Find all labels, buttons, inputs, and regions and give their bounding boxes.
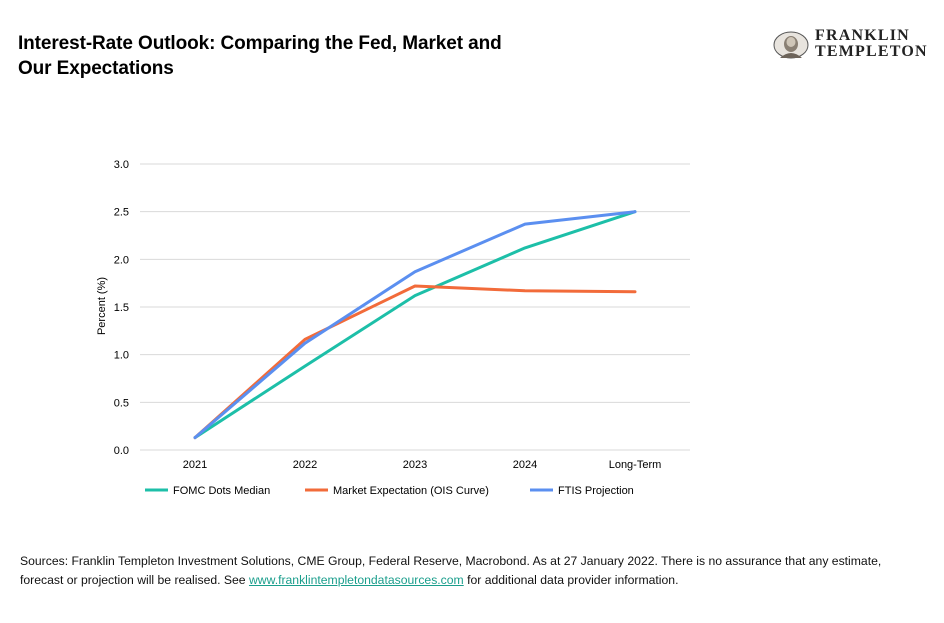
y-tick-label: 0.0 (114, 445, 129, 457)
data-sources-link[interactable]: www.franklintempletondatasources.com (248, 573, 464, 587)
title-line-1: Interest-Rate Outlook: Comparing the Fed… (18, 33, 502, 54)
x-tick-label: 2024 (513, 459, 537, 471)
logo-wordmark: FRANKLIN TEMPLETON (815, 28, 928, 60)
logo-line-2: TEMPLETON (815, 43, 928, 60)
y-tick-label: 0.5 (114, 397, 129, 409)
line-chart: 0.0 0.5 1.0 1.5 2.0 2.5 3.0 2021 2022 2023 2024 Lo… (96, 159, 690, 497)
series-line-1 (193, 210, 637, 440)
legend-label: FTIS Projection (558, 485, 634, 497)
gridlines (140, 163, 690, 451)
y-tick-label: 2.5 (114, 207, 129, 219)
y-tick-label: 1.0 (114, 350, 129, 362)
y-tick-label: 3.0 (114, 159, 129, 171)
franklin-templeton-logo: FRANKLIN TEMPLETON (772, 28, 932, 64)
legend-label: FOMC Dots Median (173, 485, 270, 497)
y-tick-label: 1.5 (114, 302, 129, 314)
y-axis-label: Percent (%) (96, 277, 108, 335)
y-tick-label: 2.0 (114, 254, 129, 266)
x-tick-label: 2022 (293, 459, 317, 471)
logo-line-1: FRANKLIN (815, 27, 910, 44)
title-line-2: Our Expectations (18, 58, 174, 79)
footnote-text-end: for additional data provider information… (463, 573, 679, 587)
series-lines (193, 210, 637, 440)
x-tick-label: 2021 (183, 459, 207, 471)
x-axis-ticks: 2021 2022 2023 2024 Long-Term (183, 459, 662, 471)
y-axis-ticks: 0.0 0.5 1.0 1.5 2.0 2.5 3.0 (114, 159, 129, 457)
series-line-2 (193, 284, 637, 440)
legend-label: Market Expectation (OIS Curve) (333, 485, 489, 497)
legend: FOMC Dots Median Market Expectation (OIS … (145, 485, 634, 497)
chart-title: Interest-Rate Outlook: Comparing the Fed… (18, 31, 618, 81)
sources-footnote: Sources: Franklin Templeton Investment S… (20, 552, 920, 590)
series-line-3 (193, 210, 637, 440)
footnote-text: Sources: Franklin Templeton Investment S… (20, 554, 882, 587)
x-tick-label: 2023 (403, 459, 427, 471)
x-tick-label: Long-Term (609, 459, 662, 471)
franklin-portrait-icon (773, 31, 809, 59)
